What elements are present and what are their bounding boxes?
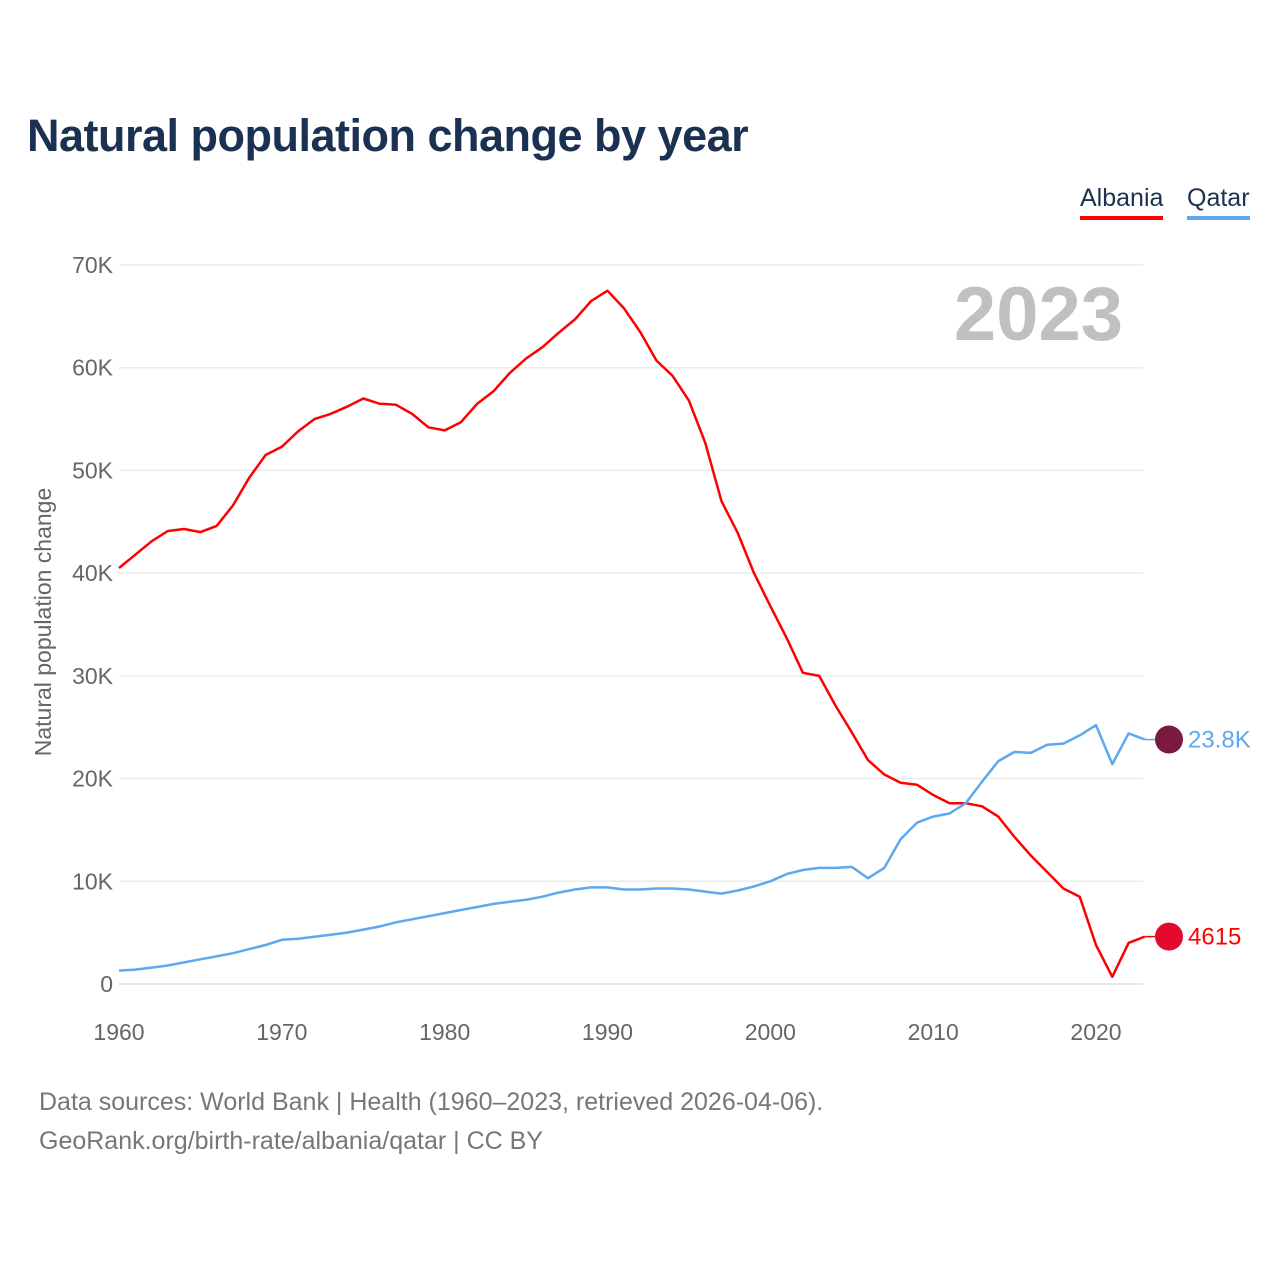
x-tick-label: 1980	[419, 1019, 470, 1045]
legend-item-qatar[interactable]: Qatar	[1187, 184, 1250, 220]
y-tick-label: 40K	[72, 560, 114, 586]
y-tick-label: 0	[100, 971, 113, 997]
end-value-label: 23.8K	[1188, 727, 1251, 754]
data-source-note: Data sources: World Bank | Health (1960–…	[39, 1088, 824, 1116]
y-tick-label: 30K	[72, 663, 114, 689]
x-tick-label: 1970	[256, 1019, 307, 1045]
attribution-note: GeoRank.org/birth-rate/albania/qatar | C…	[39, 1127, 543, 1155]
series-line-albania	[118, 289, 1146, 979]
y-tick-label: 60K	[72, 355, 114, 381]
y-tick-label: 70K	[72, 252, 114, 278]
flag-qatar-icon	[1155, 725, 1183, 754]
x-tick-label: 2020	[1070, 1019, 1121, 1045]
x-tick-label: 2000	[745, 1019, 796, 1045]
y-tick-label: 10K	[72, 868, 114, 894]
x-tick-label: 2010	[908, 1019, 959, 1045]
year-label: 2023	[954, 272, 1123, 357]
legend-item-albania[interactable]: Albania	[1080, 184, 1164, 220]
x-tick-label: 1990	[582, 1019, 633, 1045]
series-line-qatar	[118, 723, 1146, 972]
flag-albania-icon	[1155, 922, 1183, 951]
y-axis-label: Natural population change	[30, 488, 56, 757]
x-tick-label: 1960	[93, 1019, 144, 1045]
end-value-label: 4615	[1188, 924, 1241, 951]
y-tick-label: 50K	[72, 457, 114, 483]
chart-title: Natural population change by year	[27, 110, 749, 161]
y-tick-label: 20K	[72, 766, 114, 792]
